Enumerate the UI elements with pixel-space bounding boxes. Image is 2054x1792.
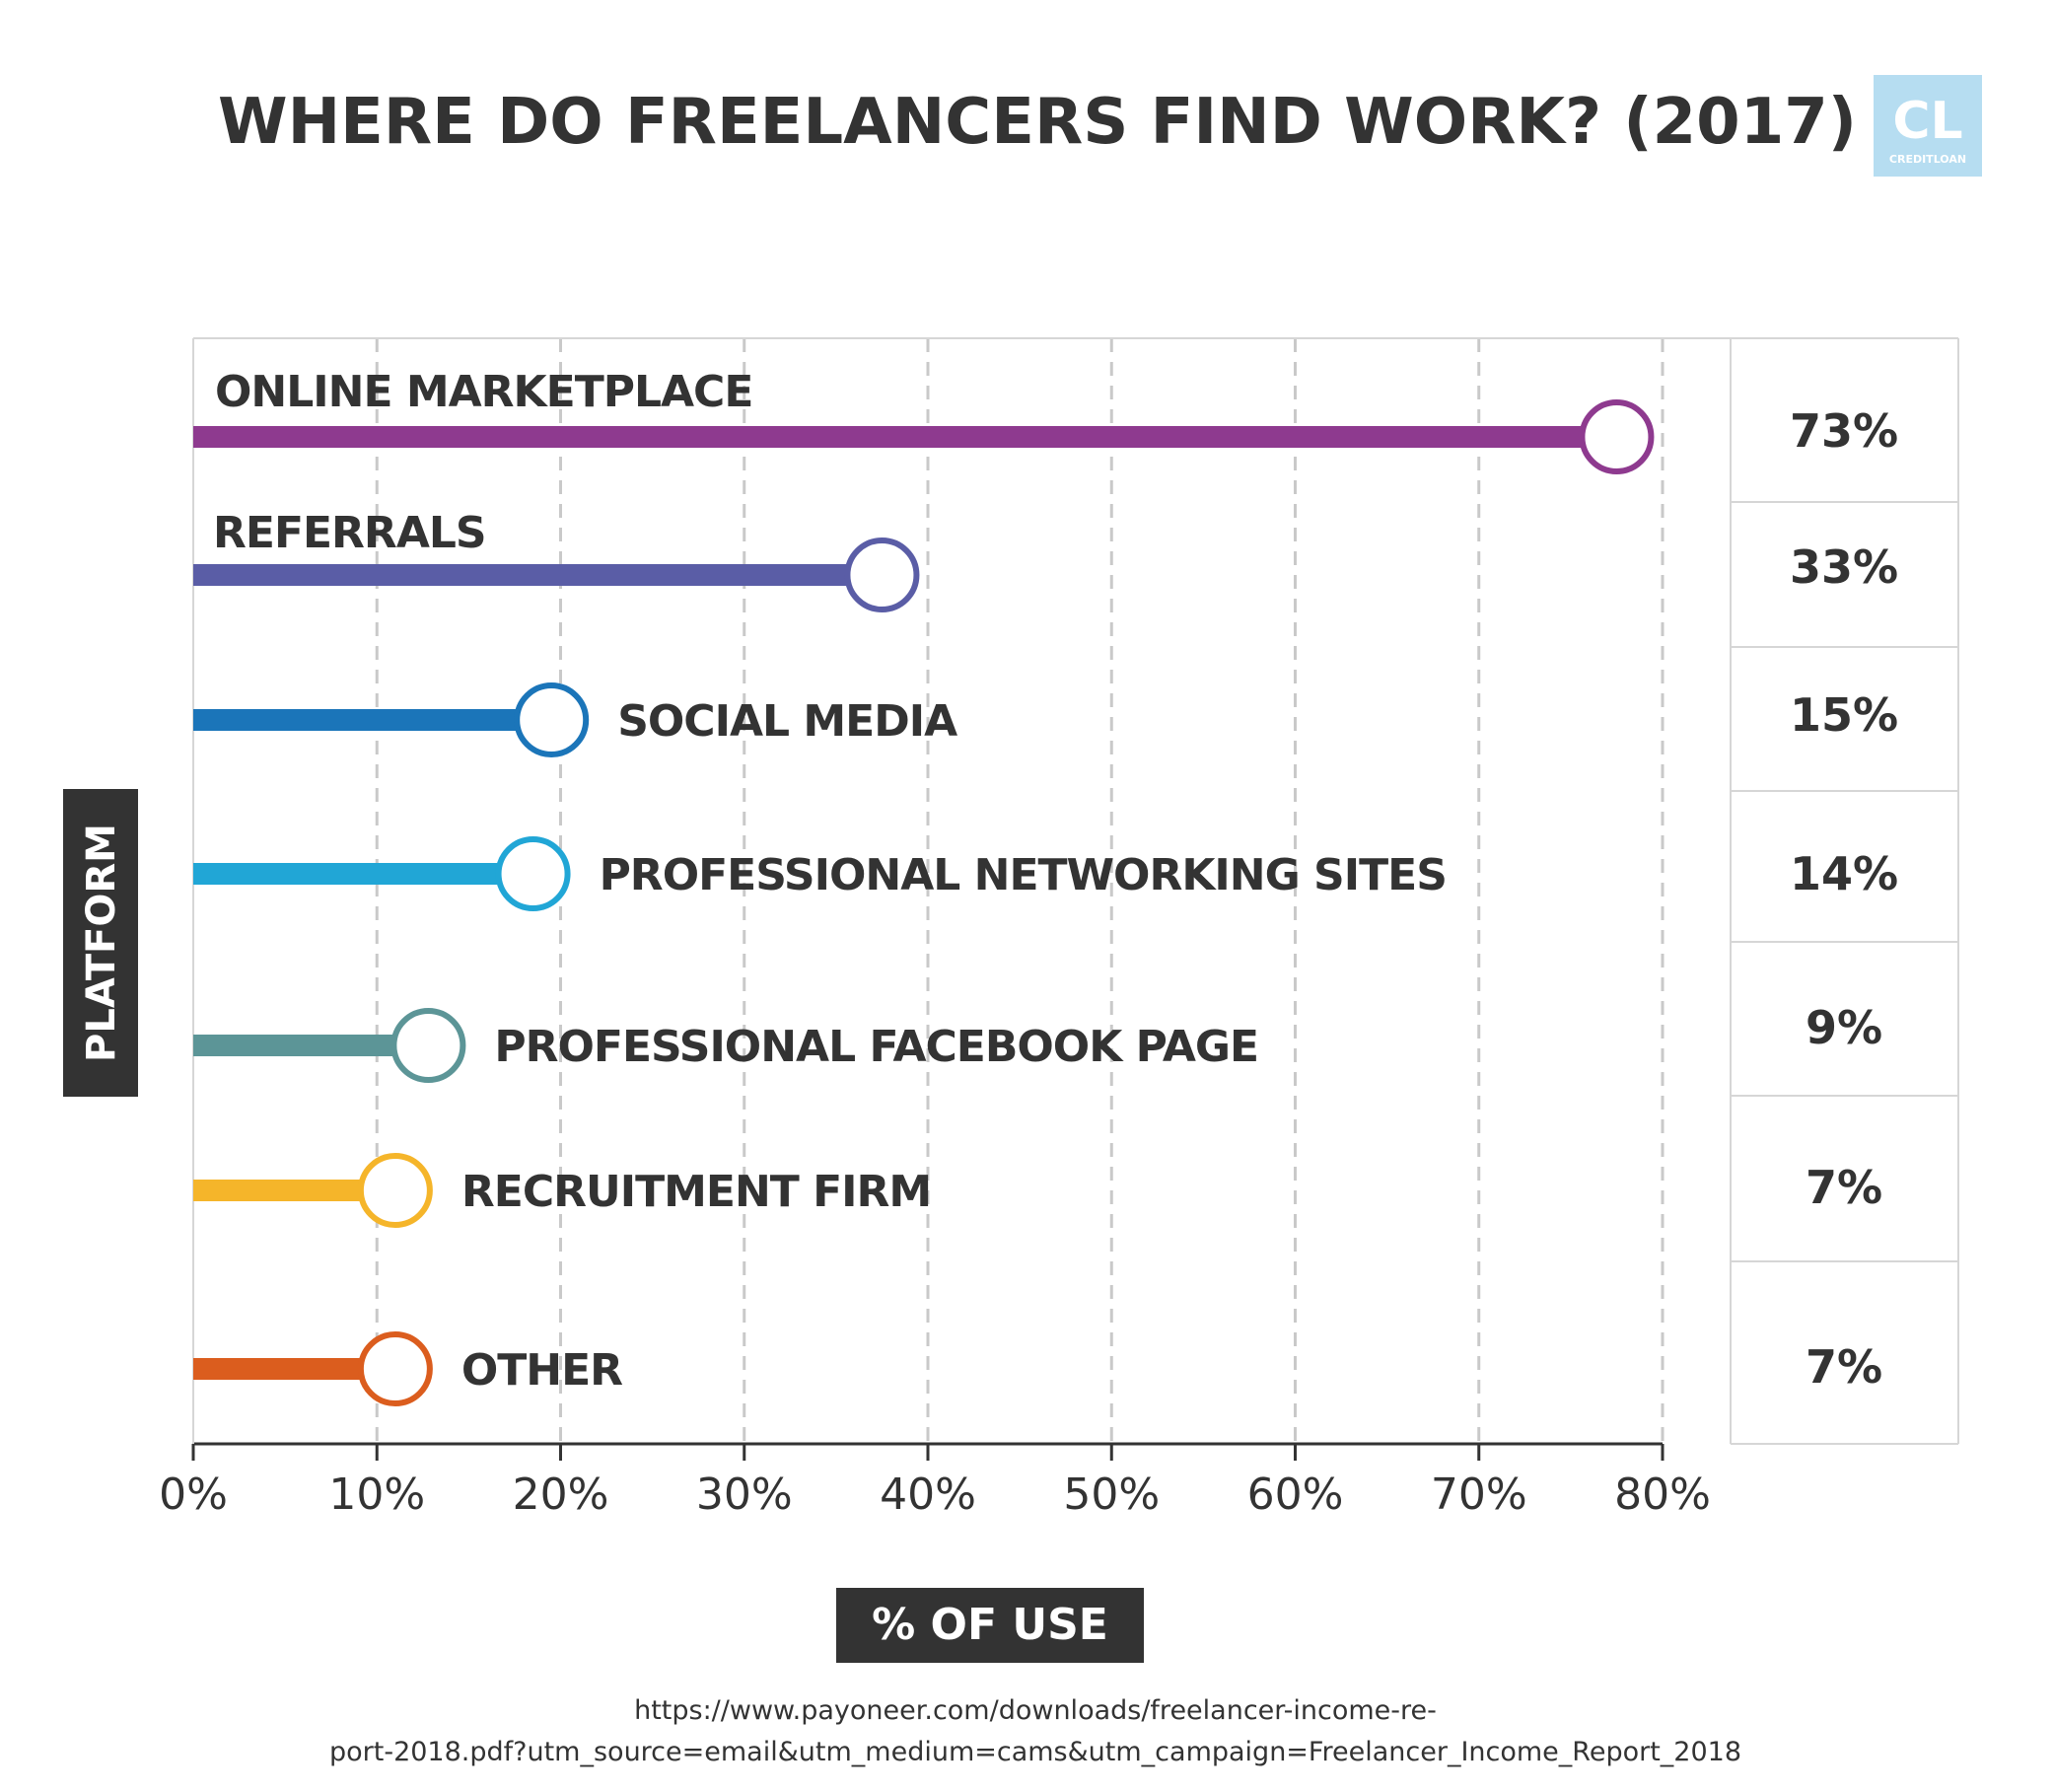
chart-title: WHERE DO FREELANCERS FIND WORK? (2017)	[218, 86, 1857, 159]
logo-name: CREDITLOAN	[1889, 153, 1966, 166]
bars: ONLINE MARKETPLACE REFERRALS SOCIAL MEDIA P…	[193, 367, 1655, 1406]
bar-marker	[844, 538, 920, 612]
value-label: 7%	[1806, 1161, 1882, 1214]
x-tick-label: 10%	[328, 1469, 425, 1520]
bar-category-label: ONLINE MARKETPLACE	[215, 367, 752, 417]
x-tick-label: 60%	[1247, 1469, 1344, 1520]
source-line-2: port-2018.pdf?utm_source=email&utm_mediu…	[329, 1737, 1741, 1767]
x-tick-label: 0%	[159, 1469, 228, 1520]
source-line-1: https://www.payoneer.com/downloads/freel…	[634, 1695, 1437, 1726]
x-tick-label: 80%	[1614, 1469, 1711, 1520]
bar-category-label: PROFESSIONAL FACEBOOK PAGE	[494, 1022, 1258, 1072]
bar-marker	[390, 1008, 466, 1083]
value-label: 9%	[1806, 1001, 1882, 1054]
y-axis-label: PLATFORM	[63, 789, 138, 1097]
bar-category-label: SOCIAL MEDIA	[617, 696, 957, 747]
x-axis-label: % OF USE	[836, 1588, 1144, 1663]
y-axis-label-text: PLATFORM	[79, 824, 124, 1062]
bar-category-label: PROFESSIONAL NETWORKING SITES	[600, 850, 1447, 900]
value-table: 73% 33% 15% 14% 9% 7% 7%	[193, 337, 1959, 1445]
bar-marker	[1579, 399, 1655, 474]
creditloan-logo: CL CREDITLOAN	[1874, 75, 1982, 177]
value-label: 14%	[1790, 847, 1898, 900]
bar-category-label: REFERRALS	[213, 508, 486, 558]
x-tick-label: 20%	[513, 1469, 609, 1520]
bar-category-label: RECRUITMENT FIRM	[461, 1167, 931, 1217]
bar-marker	[357, 1153, 433, 1228]
x-axis-ticks: 0% 10% 20% 30% 40% 50% 60% 70% 80%	[159, 1444, 1711, 1520]
value-label: 33%	[1790, 540, 1898, 594]
x-tick-label: 40%	[880, 1469, 976, 1520]
x-tick-label: 30%	[696, 1469, 793, 1520]
value-label: 15%	[1790, 688, 1898, 742]
value-label: 7%	[1806, 1340, 1882, 1394]
bar-marker	[357, 1331, 433, 1406]
logo-letters: CL	[1892, 92, 1962, 151]
value-label: 73%	[1790, 404, 1898, 458]
bar-marker	[495, 836, 571, 911]
x-tick-label: 70%	[1431, 1469, 1527, 1520]
x-tick-label: 50%	[1063, 1469, 1160, 1520]
bar-marker	[514, 682, 590, 757]
bar-category-label: OTHER	[461, 1345, 622, 1396]
x-axis-label-text: % OF USE	[872, 1600, 1108, 1650]
